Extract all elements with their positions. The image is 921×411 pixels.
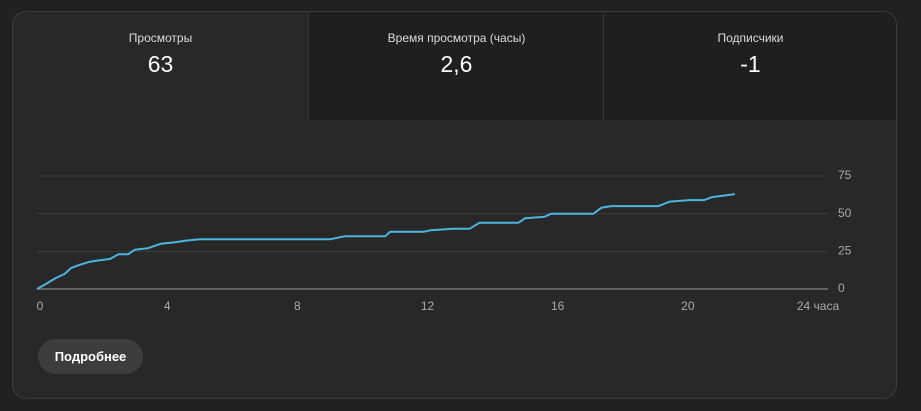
- x-tick-label: 12: [421, 299, 435, 313]
- x-tick-label: 4: [164, 299, 171, 313]
- tab-label: Время просмотра (часы): [387, 31, 526, 45]
- y-tick-label: 0: [838, 281, 845, 295]
- x-tick-label: 0: [37, 299, 44, 313]
- y-tick-label: 50: [838, 206, 852, 220]
- x-tick-label: 8: [294, 299, 301, 313]
- more-button[interactable]: Подробнее: [38, 339, 143, 374]
- x-tick-label: 16: [551, 299, 565, 313]
- y-tick-label: 75: [838, 168, 852, 182]
- line-series: [36, 193, 736, 290]
- analytics-card: Просмотры 63 Время просмотра (часы) 2,6 По…: [12, 11, 897, 399]
- tab-label: Просмотры: [128, 31, 193, 45]
- tab[interactable]: Время просмотра (часы) 2,6: [308, 12, 604, 120]
- tab-value: -1: [740, 51, 761, 77]
- y-tick-label: 25: [838, 244, 852, 258]
- tab[interactable]: Просмотры 63: [13, 12, 308, 120]
- x-tick-label: 24 часа: [797, 299, 840, 313]
- tab-value: 2,6: [440, 51, 473, 77]
- tab[interactable]: Подписчики -1: [603, 12, 896, 120]
- tab-value: 63: [147, 51, 174, 77]
- tab-label: Подписчики: [717, 31, 784, 45]
- x-tick-label: 20: [681, 299, 695, 313]
